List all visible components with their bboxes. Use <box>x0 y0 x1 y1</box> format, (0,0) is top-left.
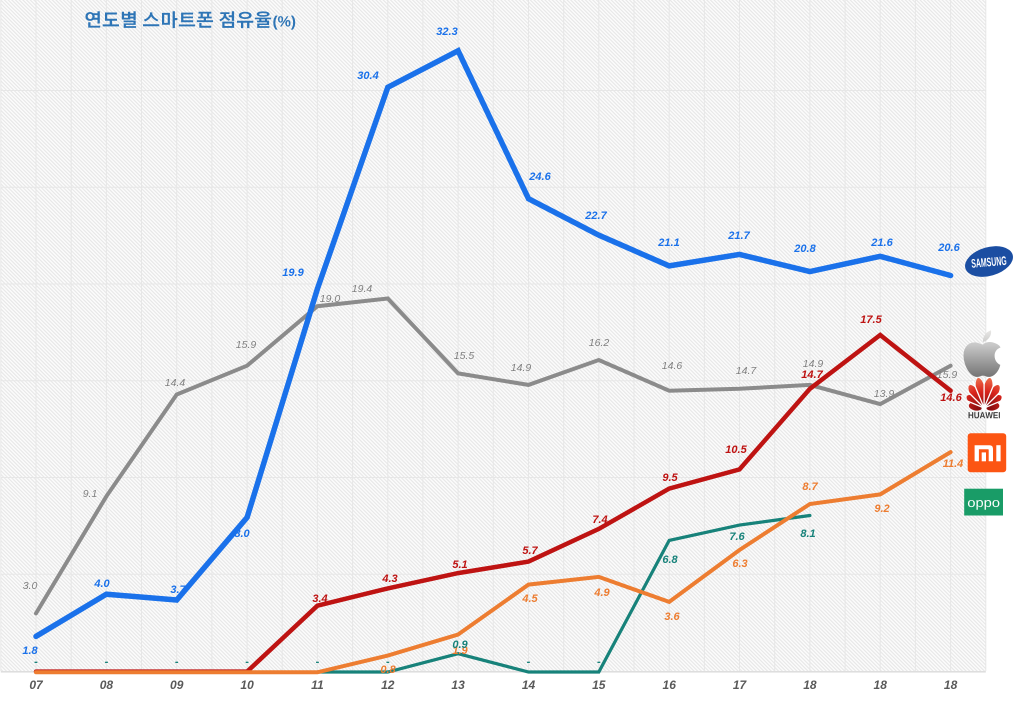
svg-text:14.7: 14.7 <box>801 369 823 381</box>
svg-text:14.4: 14.4 <box>165 377 186 389</box>
svg-text:7.4: 7.4 <box>592 514 607 526</box>
svg-text:4.9: 4.9 <box>593 587 610 599</box>
svg-text:4.0: 4.0 <box>93 578 110 590</box>
svg-text:22.7: 22.7 <box>584 210 607 222</box>
svg-text:4.5: 4.5 <box>521 593 538 605</box>
svg-text:4.3: 4.3 <box>381 573 397 585</box>
svg-text:-: - <box>245 656 249 668</box>
svg-text:0.8: 0.8 <box>380 664 396 676</box>
svg-text:16.2: 16.2 <box>589 337 610 349</box>
svg-text:08: 08 <box>100 678 114 692</box>
svg-text:5.7: 5.7 <box>522 545 538 557</box>
svg-text:1.9: 1.9 <box>452 645 468 657</box>
svg-text:1.8: 1.8 <box>22 645 38 657</box>
svg-text:18: 18 <box>803 678 817 692</box>
svg-text:-: - <box>34 656 38 668</box>
svg-text:17.5: 17.5 <box>860 314 882 326</box>
svg-text:14.9: 14.9 <box>803 358 824 370</box>
svg-text:14.6: 14.6 <box>662 360 683 372</box>
svg-text:15.9: 15.9 <box>236 339 257 351</box>
svg-text:8.7: 8.7 <box>802 481 818 493</box>
svg-text:0.9: 0.9 <box>452 639 468 651</box>
svg-text:6.8: 6.8 <box>662 554 678 566</box>
svg-text:3.0: 3.0 <box>23 580 38 592</box>
svg-text:16: 16 <box>663 678 677 692</box>
svg-text:3.6: 3.6 <box>664 611 680 623</box>
svg-text:20.8: 20.8 <box>793 243 816 255</box>
svg-text:19.9: 19.9 <box>282 267 304 279</box>
svg-text:18: 18 <box>874 678 888 692</box>
svg-text:15: 15 <box>592 678 606 692</box>
svg-text:7.6: 7.6 <box>729 531 745 543</box>
svg-text:12: 12 <box>381 678 395 692</box>
svg-text:11.4: 11.4 <box>943 458 964 470</box>
svg-text:21.6: 21.6 <box>870 237 893 249</box>
svg-text:24.6: 24.6 <box>528 171 551 183</box>
svg-text:14: 14 <box>522 678 536 692</box>
svg-text:18: 18 <box>944 678 958 692</box>
svg-text:15.9: 15.9 <box>937 369 958 381</box>
svg-text:11: 11 <box>311 678 324 692</box>
svg-text:07: 07 <box>29 678 44 692</box>
svg-text:10.5: 10.5 <box>725 444 747 456</box>
svg-text:20.6: 20.6 <box>937 242 960 254</box>
svg-text:-: - <box>597 656 601 668</box>
svg-text:17: 17 <box>733 678 748 692</box>
svg-text:-: - <box>386 656 390 668</box>
svg-text:8.1: 8.1 <box>800 528 815 540</box>
svg-text:-: - <box>316 656 320 668</box>
svg-text:-: - <box>105 656 109 668</box>
svg-text:13.9: 13.9 <box>874 388 895 400</box>
svg-text:3.4: 3.4 <box>312 593 327 605</box>
svg-text:-: - <box>175 656 179 668</box>
svg-text:10: 10 <box>240 678 254 692</box>
svg-text:19.0: 19.0 <box>320 293 341 305</box>
svg-text:21.7: 21.7 <box>727 230 750 242</box>
svg-text:13: 13 <box>451 678 465 692</box>
svg-text:32.3: 32.3 <box>436 26 457 38</box>
svg-text:5.1: 5.1 <box>452 559 467 571</box>
svg-text:9.5: 9.5 <box>662 472 678 484</box>
svg-text:-: - <box>527 656 531 668</box>
svg-text:09: 09 <box>170 678 184 692</box>
svg-text:21.1: 21.1 <box>657 237 679 249</box>
svg-text:6.3: 6.3 <box>732 558 747 570</box>
svg-text:14.9: 14.9 <box>511 362 532 374</box>
svg-text:9.1: 9.1 <box>83 488 98 500</box>
svg-text:3.7: 3.7 <box>170 584 186 596</box>
svg-text:9.2: 9.2 <box>874 503 889 515</box>
svg-text:14.6: 14.6 <box>940 392 962 404</box>
svg-text:15.5: 15.5 <box>454 350 475 362</box>
svg-text:19.4: 19.4 <box>352 283 373 295</box>
svg-text:14.7: 14.7 <box>736 365 758 377</box>
svg-text:30.4: 30.4 <box>357 70 378 82</box>
svg-text:8.0: 8.0 <box>234 528 250 540</box>
